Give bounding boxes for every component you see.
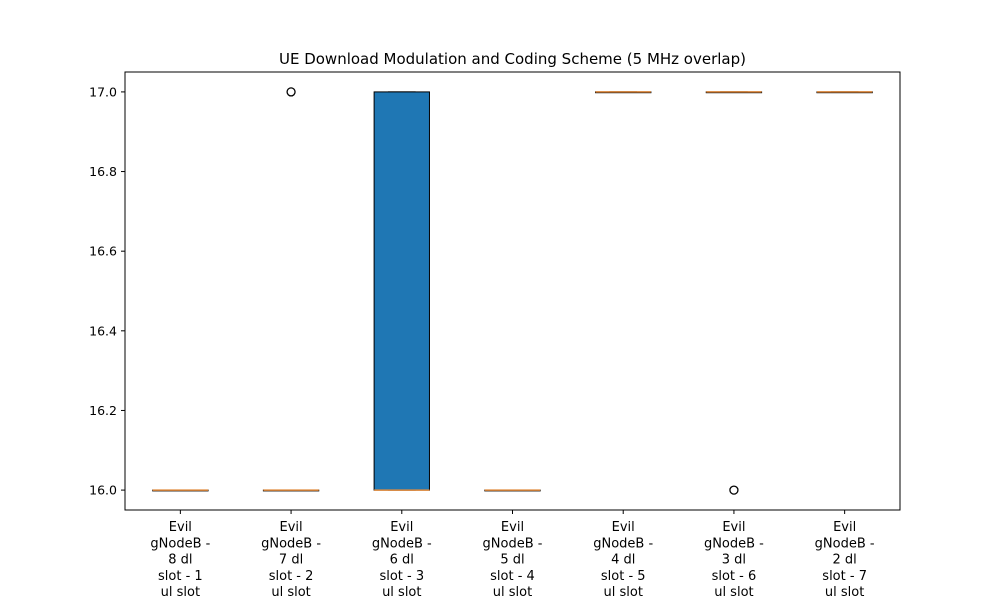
x-tick-label-line: 5 dl [500,553,524,568]
box-body [373,91,430,491]
plot-area-frame [124,71,901,511]
x-tick-label-line: Evil [501,520,524,535]
x-tick-label-line: 6 dl [390,553,414,568]
box-4 [484,489,541,492]
x-tick-label-line: ul slot [714,585,753,600]
x-tick-label-line: gNodeB - [261,536,321,551]
x-tick-label-line: 2 dl [833,553,857,568]
y-tick-label: 16.6 [89,244,117,259]
x-tick-label-line: ul slot [493,585,532,600]
x-tick-label-line: Evil [612,520,635,535]
x-tick-label-line: slot - 7 [822,569,867,584]
x-tick-label-line: Evil [390,520,413,535]
x-tick-label-line: 7 dl [279,553,303,568]
x-tick-label-line: gNodeB - [593,536,653,551]
x-tick-label-line: ul slot [604,585,643,600]
chart-title: UE Download Modulation and Coding Scheme… [279,50,746,68]
outlier-point [729,485,739,495]
box-series [152,87,873,495]
x-tick-label-line: gNodeB - [704,536,764,551]
x-tick-label-line: slot - 1 [158,569,203,584]
box-2 [262,87,320,492]
x-tick-label-line: 8 dl [168,553,192,568]
y-tick-label: 16.4 [89,323,117,338]
box-5 [595,91,652,94]
x-tick-label-line: gNodeB - [815,536,875,551]
x-tick-label-line: slot - 5 [601,569,646,584]
x-tick-label-line: Evil [833,520,856,535]
y-axis: 16.0 16.2 16.4 16.6 16.8 17.0 [89,84,125,498]
x-tick-label-line: 3 dl [722,553,746,568]
box-1 [152,489,209,492]
box-3 [373,91,430,491]
y-tick-label: 17.0 [89,84,117,99]
x-tick-label-line: ul slot [825,585,864,600]
x-tick-label-line: ul slot [271,585,310,600]
x-tick-label-line: gNodeB - [150,536,210,551]
y-tick-label: 16.8 [89,164,117,179]
box-6 [705,91,763,495]
y-tick-label: 16.2 [89,403,117,418]
x-tick-label-line: 4 dl [611,553,635,568]
x-tick-label-line: Evil [722,520,745,535]
x-tick-label-line: ul slot [382,585,421,600]
y-tick-label: 16.0 [89,483,117,498]
box-7 [816,91,873,94]
x-tick-label-line: Evil [280,520,303,535]
x-tick-label-line: slot - 6 [712,569,757,584]
x-tick-label-line: Evil [169,520,192,535]
outlier-point [286,87,296,97]
x-tick-label-line: ul slot [161,585,200,600]
x-tick-label-line: slot - 4 [490,569,535,584]
x-tick-label-line: slot - 3 [379,569,424,584]
x-tick-label-line: slot - 2 [269,569,314,584]
x-tick-label-line: gNodeB - [483,536,543,551]
x-tick-label-line: gNodeB - [372,536,432,551]
